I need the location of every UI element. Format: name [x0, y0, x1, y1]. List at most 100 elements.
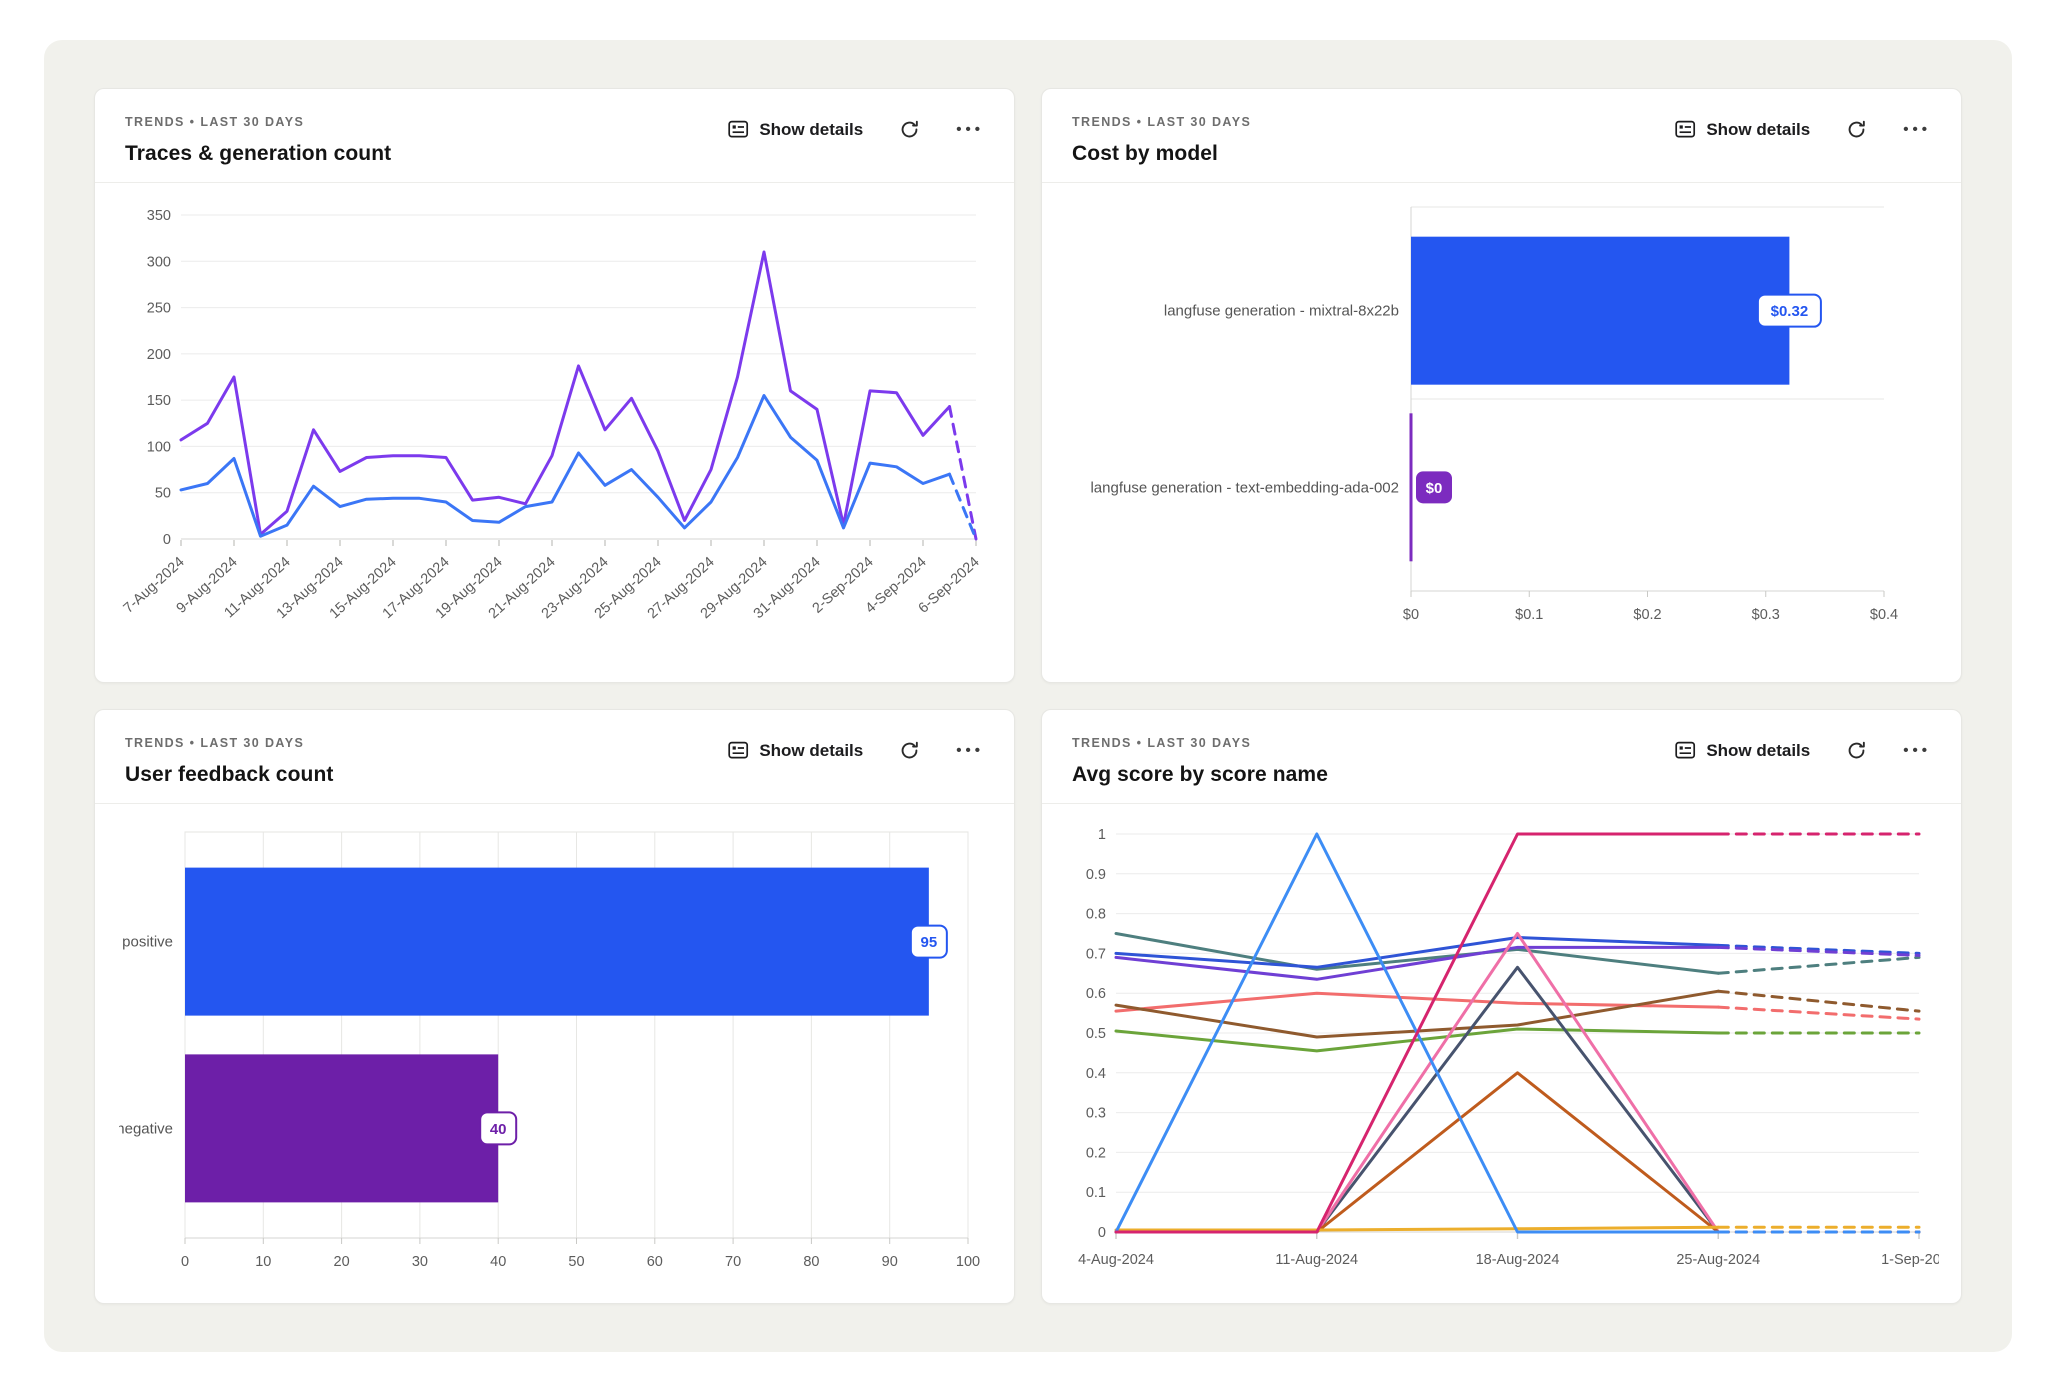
show-details-label: Show details	[759, 740, 864, 760]
card-kicker: TRENDS • LAST 30 DAYS	[125, 115, 305, 129]
refresh-button[interactable]	[899, 119, 920, 140]
show-details-label: Show details	[1706, 740, 1811, 760]
card-title: User feedback count	[125, 763, 334, 786]
svg-text:langfuse generation - mixtral-: langfuse generation - mixtral-8x22b	[1164, 303, 1399, 320]
more-options-button[interactable]: •••	[956, 743, 984, 758]
show-details-label: Show details	[1706, 119, 1811, 139]
refresh-button[interactable]	[1846, 119, 1867, 140]
svg-text:langfuse generation - text-emb: langfuse generation - text-embedding-ada…	[1090, 479, 1399, 496]
svg-text:0: 0	[1098, 1225, 1106, 1241]
card-actions: Show details •••	[1675, 736, 1931, 761]
card-kicker: TRENDS • LAST 30 DAYS	[125, 736, 305, 750]
card-divider	[1042, 182, 1961, 183]
show-details-button[interactable]: Show details	[1675, 741, 1810, 761]
svg-text:80: 80	[803, 1254, 819, 1270]
card-divider	[95, 182, 1014, 183]
svg-text:50: 50	[155, 486, 171, 502]
card-header: TRENDS • LAST 30 DAYS Avg score by score…	[1042, 710, 1961, 803]
card-cost-by-model: TRENDS • LAST 30 DAYS Cost by model Show…	[1041, 88, 1962, 683]
svg-text:0.9: 0.9	[1086, 867, 1106, 883]
svg-text:0.4: 0.4	[1086, 1066, 1106, 1082]
card-header-text: TRENDS • LAST 30 DAYS Avg score by score…	[1072, 736, 1328, 787]
svg-text:90: 90	[882, 1254, 898, 1270]
card-header: TRENDS • LAST 30 DAYS Traces & generatio…	[95, 89, 1014, 182]
ellipsis-icon: •••	[956, 121, 984, 138]
more-options-button[interactable]: •••	[956, 122, 984, 137]
card-user-feedback-count: TRENDS • LAST 30 DAYS User feedback coun…	[94, 709, 1015, 1304]
traces-generation-line-chart: 0501001502002503003507-Aug-20249-Aug-202…	[121, 208, 983, 622]
card-actions: Show details •••	[1675, 115, 1931, 140]
card-title: Traces & generation count	[125, 142, 392, 165]
show-details-button[interactable]: Show details	[1675, 120, 1810, 140]
svg-text:0.3: 0.3	[1086, 1106, 1106, 1122]
card-title: Cost by model	[1072, 142, 1218, 165]
refresh-icon	[1846, 119, 1867, 140]
svg-text:20: 20	[334, 1254, 350, 1270]
svg-text:0: 0	[163, 532, 171, 548]
svg-text:100: 100	[147, 439, 171, 455]
card-actions: Show details •••	[728, 115, 984, 140]
card-kicker: TRENDS • LAST 30 DAYS	[1072, 115, 1252, 129]
svg-text:350: 350	[147, 208, 171, 224]
details-card-icon	[1675, 120, 1696, 139]
card-avg-score-by-score-name: TRENDS • LAST 30 DAYS Avg score by score…	[1041, 709, 1962, 1304]
refresh-icon	[899, 740, 920, 761]
svg-text:$0.2: $0.2	[1633, 607, 1661, 623]
svg-text:0.6: 0.6	[1086, 986, 1106, 1002]
svg-text:positive: positive	[122, 934, 173, 951]
svg-text:300: 300	[147, 254, 171, 270]
svg-text:30: 30	[412, 1254, 428, 1270]
svg-text:200: 200	[147, 347, 171, 363]
cost-by-model-bar-chart: $0 $0.1 $0.2 $0.3 $0.4 langfuse generation - …	[1090, 206, 1898, 623]
svg-text:25-Aug-2024: 25-Aug-2024	[1676, 1252, 1760, 1268]
avg-score-line-chart: 0 0.1 0.2 0.3 0.4 0.5 0.6 0.7 0.8 0.9 1 4-Aug-2024 1…	[1078, 827, 1939, 1268]
svg-text:60: 60	[647, 1254, 663, 1270]
show-details-label: Show details	[759, 119, 864, 139]
svg-text:0.2: 0.2	[1086, 1145, 1106, 1161]
more-options-button[interactable]: •••	[1903, 743, 1931, 758]
chart-area: 0 0.1 0.2 0.3 0.4 0.5 0.6 0.7 0.8 0.9 1 4-Aug-2024 1…	[1042, 804, 1961, 1303]
card-header: TRENDS • LAST 30 DAYS Cost by model Show…	[1042, 89, 1961, 182]
svg-text:0: 0	[181, 1254, 189, 1270]
refresh-button[interactable]	[1846, 740, 1867, 761]
svg-text:4-Aug-2024: 4-Aug-2024	[1078, 1252, 1154, 1268]
svg-text:$0.3: $0.3	[1752, 607, 1780, 623]
card-header-text: TRENDS • LAST 30 DAYS Traces & generatio…	[125, 115, 391, 166]
svg-text:0.1: 0.1	[1086, 1185, 1106, 1201]
refresh-icon	[1846, 740, 1867, 761]
details-card-icon	[1675, 741, 1696, 760]
svg-text:50: 50	[568, 1254, 584, 1270]
card-divider	[95, 803, 1014, 804]
svg-text:$0.32: $0.32	[1771, 303, 1809, 320]
chart-area: 0 10 20 30 40 50 60 70 80 90 100 positive 95 negative…	[95, 804, 1014, 1303]
user-feedback-bar-chart: 0 10 20 30 40 50 60 70 80 90 100 positive 95 negative…	[119, 831, 980, 1270]
refresh-button[interactable]	[899, 740, 920, 761]
svg-text:0.8: 0.8	[1086, 907, 1106, 923]
details-card-icon	[728, 120, 749, 139]
svg-text:1-Sep-2024: 1-Sep-2024	[1881, 1252, 1939, 1268]
svg-text:negative: negative	[119, 1120, 173, 1137]
show-details-button[interactable]: Show details	[728, 120, 863, 140]
more-options-button[interactable]: •••	[1903, 122, 1931, 137]
details-card-icon	[728, 741, 749, 760]
card-header-text: TRENDS • LAST 30 DAYS Cost by model	[1072, 115, 1251, 166]
card-actions: Show details •••	[728, 736, 984, 761]
svg-text:10: 10	[255, 1254, 271, 1270]
svg-text:1: 1	[1098, 827, 1106, 843]
svg-text:18-Aug-2024: 18-Aug-2024	[1476, 1252, 1560, 1268]
ellipsis-icon: •••	[1903, 742, 1931, 759]
svg-text:100: 100	[956, 1254, 980, 1270]
card-kicker: TRENDS • LAST 30 DAYS	[1072, 736, 1252, 750]
card-divider	[1042, 803, 1961, 804]
svg-text:0.7: 0.7	[1086, 946, 1106, 962]
svg-text:$0: $0	[1403, 607, 1419, 623]
ellipsis-icon: •••	[1903, 121, 1931, 138]
ellipsis-icon: •••	[956, 742, 984, 759]
card-header: TRENDS • LAST 30 DAYS User feedback coun…	[95, 710, 1014, 803]
chart-area: $0 $0.1 $0.2 $0.3 $0.4 langfuse generation - …	[1042, 183, 1961, 682]
refresh-icon	[899, 119, 920, 140]
chart-area: 0 50 100 150 200 250 300 350 7-Aug-2024 9-Aug-202…	[95, 183, 1014, 682]
show-details-button[interactable]: Show details	[728, 741, 863, 761]
svg-text:40: 40	[490, 1254, 506, 1270]
